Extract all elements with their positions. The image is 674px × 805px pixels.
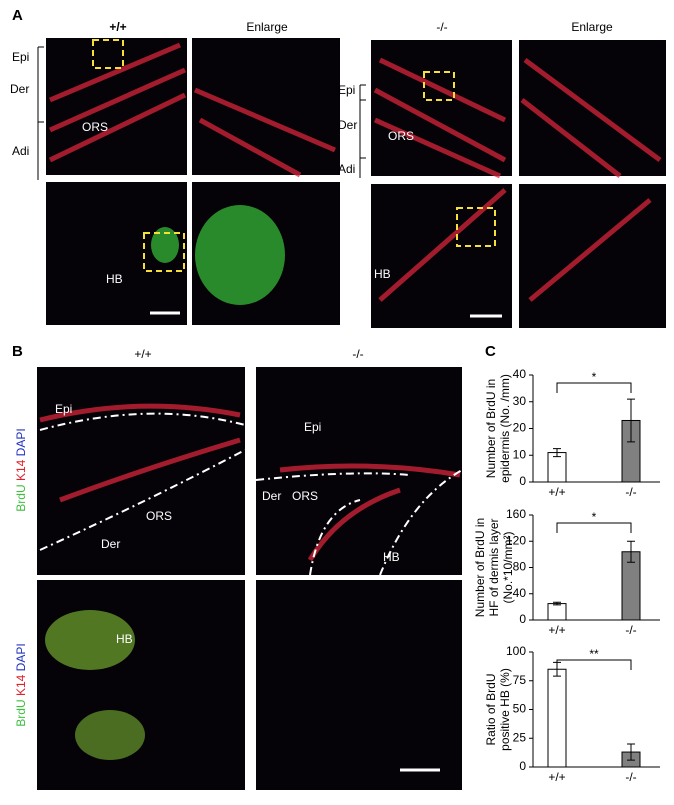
y-tick-label: 10 [513,447,527,461]
x-tick-label: +/+ [548,770,565,784]
y-tick-label: 120 [506,533,526,547]
y-tick-label: 0 [519,612,526,626]
error-bar [627,540,635,563]
y-axis-label: Number of BrdU in [484,379,498,478]
x-tick-label: +/+ [548,485,565,499]
layer-label: Der [10,82,29,96]
header: -/- [352,347,363,361]
y-tick-label: 75 [513,673,527,687]
marker-label: HB [383,550,400,564]
marker-label: Epi [304,420,321,434]
significance-bracket [556,659,632,670]
y-tick-label: 0 [519,759,526,773]
marker-label: ORS [146,509,172,523]
x-tick-label: -/- [625,485,636,499]
panel-label: C [485,343,496,360]
y-tick-label: 0 [519,474,526,488]
y-tick-label: 30 [513,394,527,408]
stain: BrdU [14,699,28,726]
marker-label: ORS [82,120,108,134]
stain: BrdU [14,484,28,511]
stain: DAPI [14,428,28,456]
marker-label: HB [374,267,391,281]
x-tick-label: -/- [625,770,636,784]
y-tick-label: 20 [513,421,527,435]
y-tick-label: 40 [513,586,527,600]
y-tick-label: 50 [513,702,527,716]
y-axis-label: (No.*10/mm²) [501,531,515,603]
y-axis-label: Number of BrdU in [473,518,487,617]
marker-label: Der [262,489,281,503]
stain-label: BrdU K14 DAPI [14,643,28,726]
y-tick-label: 80 [513,560,527,574]
bar [547,603,567,621]
header: -/- [436,20,447,34]
layer-label: Adi [12,144,29,158]
marker-label: ORS [292,489,318,503]
y-tick-label: 100 [506,644,526,658]
marker-label: HB [106,272,123,286]
layer-label: Der [338,118,357,132]
y-tick-label: 40 [513,367,527,381]
labels: A B C +/+ Enlarge -/- Enlarge Epi Der Ad… [10,7,613,727]
header: +/+ [109,20,126,34]
error-bar [553,601,561,606]
y-tick-label: 25 [513,730,527,744]
marker-label: ORS [388,129,414,143]
significance-label: ** [589,647,599,661]
error-bar [553,448,561,458]
layer-label: Epi [12,50,29,64]
panel-label: A [12,7,23,24]
panel-b-images [37,367,463,790]
marker-label: Epi [55,402,72,416]
marker-label: Der [101,537,120,551]
header: +/+ [134,347,151,361]
error-bar [627,398,635,443]
y-axis-label: HF of dermis layer [487,518,501,616]
layer-label: Adi [338,162,355,176]
stain: DAPI [14,643,28,671]
y-tick-label: 160 [506,507,526,521]
header: Enlarge [571,20,613,34]
error-bar [627,743,635,761]
y-axis-label: positive HB (%) [498,668,512,751]
x-tick-label: -/- [625,623,636,637]
y-axis-label: epidermis (No. /mm) [498,374,512,483]
x-tick-label: +/+ [548,623,565,637]
stain-label: BrdU K14 DAPI [14,428,28,511]
significance-label: * [592,510,597,524]
significance-label: * [592,370,597,384]
marker-label: HB [116,632,133,646]
significance-bracket [556,382,632,393]
bar [547,668,567,768]
panel-label: B [12,343,23,360]
layer-label: Epi [338,83,355,97]
panel-a-images [37,38,666,328]
stain: K14 [14,459,28,481]
stain: K14 [14,674,28,696]
significance-bracket [556,522,632,533]
y-axis-label: Ratio of BrdU [484,673,498,745]
header: Enlarge [246,20,288,34]
